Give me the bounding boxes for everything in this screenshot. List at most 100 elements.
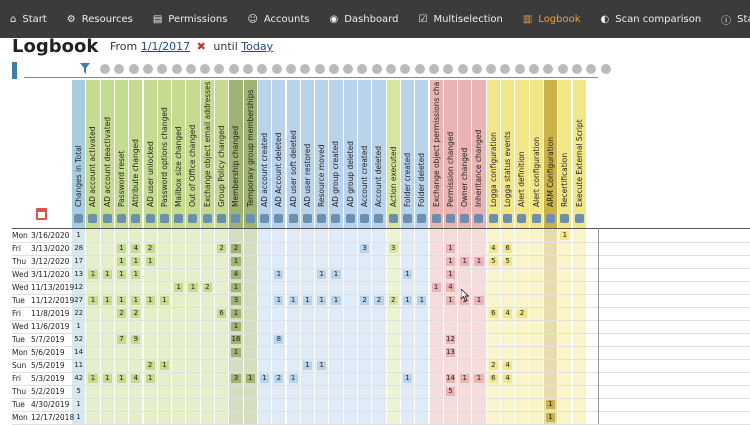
count-cell[interactable]: 1 [231,348,241,357]
column-header-label[interactable]: Alert definition [517,151,527,207]
count-cell[interactable]: 1 [231,309,241,318]
count-cell[interactable]: 1 [302,296,313,305]
column-filter-dot[interactable] [271,64,282,74]
nav-item-accounts[interactable]: ☺ Accounts [237,0,319,38]
count-cell[interactable]: 1 [445,244,456,253]
column-filter-dot[interactable] [228,64,239,74]
count-cell[interactable]: 1 [131,257,141,266]
count-cell[interactable]: 2 [517,309,527,318]
count-cell[interactable]: 1 [116,244,127,253]
count-cell[interactable]: 1 [102,296,112,305]
column-header-label[interactable]: Changes in Total [74,145,83,207]
nav-item-logbook[interactable]: ▥ Logbook [513,0,591,38]
column-header-label[interactable]: Alert configuration [531,137,541,207]
column-header-label[interactable]: AD user restored [302,143,312,207]
count-cell[interactable]: 1 [288,374,298,383]
count-cell[interactable]: 9 [131,335,141,344]
column-header-label[interactable]: Temporary group memberships [245,89,255,207]
count-cell[interactable]: 8 [274,335,284,344]
column-filter-dot[interactable] [586,64,597,74]
calendar-icon[interactable] [36,208,47,220]
column-header-label[interactable]: Mailbox size changed [174,126,184,207]
count-cell[interactable]: 2 [217,244,227,253]
total-cell[interactable]: 1 [76,400,81,408]
count-cell[interactable]: 1 [460,374,470,383]
count-cell[interactable]: 4 [503,374,513,383]
filter-icon[interactable] [80,63,90,74]
column-filter-dot[interactable] [200,64,211,74]
column-header-label[interactable]: Action executed [388,146,398,207]
count-cell[interactable]: 1 [474,257,484,266]
count-cell[interactable]: 1 [131,270,141,279]
row-date[interactable]: 11/12/2019 [31,296,75,305]
count-cell[interactable]: 1 [116,374,127,383]
column-header-label[interactable]: Password options changed [159,107,169,207]
row-date[interactable]: 12/17/2018 [31,413,75,422]
nav-item-resources[interactable]: ⚙ Resources [57,0,143,38]
count-cell[interactable]: 1 [274,270,284,279]
count-cell[interactable]: 1 [288,296,298,305]
row-date[interactable]: 4/30/2019 [31,400,70,409]
row-date[interactable]: 5/3/2019 [31,374,65,383]
column-filter-dot[interactable] [486,64,497,74]
column-header-label[interactable]: Group Policy changed [217,125,226,207]
column-header-label[interactable]: Owner changed [460,147,470,207]
count-cell[interactable]: 7 [116,335,127,344]
count-cell[interactable]: 1 [545,400,556,409]
count-cell[interactable]: 1 [474,296,484,305]
clear-date-icon[interactable]: ✖ [196,40,206,53]
column-filter-dot[interactable] [357,64,368,74]
count-cell[interactable]: 4 [131,374,141,383]
count-cell[interactable]: 12 [445,335,456,344]
count-cell[interactable]: 1 [402,296,413,305]
count-cell[interactable]: 2 [274,374,284,383]
column-header-label[interactable]: Logga status events [503,131,512,207]
count-cell[interactable]: 1 [317,270,327,279]
count-cell[interactable]: 2 [202,283,212,292]
count-cell[interactable]: 2 [145,361,155,370]
count-cell[interactable]: 1 [317,296,327,305]
column-filter-dot[interactable] [243,64,253,74]
count-cell[interactable]: 1 [317,361,327,370]
column-header-label[interactable]: AD group deleted [345,141,355,207]
nav-item-start[interactable]: ⌂ Start [0,0,57,38]
row-date[interactable]: 11/13/2019 [31,283,75,292]
count-cell[interactable]: 2 [116,309,127,318]
count-cell[interactable]: 1 [431,283,441,292]
column-header-label[interactable]: Recertification [560,152,570,207]
total-cell[interactable]: 1 [76,231,81,239]
nav-item-permissions[interactable]: ▤ Permissions [143,0,238,38]
column-filter-dot[interactable] [600,64,611,74]
count-cell[interactable]: 2 [231,244,241,253]
count-cell[interactable]: 1 [131,296,141,305]
count-cell[interactable]: 3 [231,296,241,305]
column-filter-dot[interactable] [471,64,482,74]
column-filter-dot[interactable] [128,64,139,74]
column-filter-dot[interactable] [457,64,468,74]
from-date-link[interactable]: 1/1/2017 [140,40,191,53]
count-cell[interactable]: 6 [503,244,513,253]
column-filter-dot[interactable] [557,64,568,74]
column-header-label[interactable]: AD user soft deleted [288,130,298,207]
count-cell[interactable]: 2 [131,309,141,318]
column-header-label[interactable]: AD user unlocked [145,141,155,207]
column-header-label[interactable]: Folder deleted [417,153,427,207]
total-cell[interactable]: 14 [74,348,84,356]
column-header-label[interactable]: Attribute changed [131,139,141,207]
column-filter-dot[interactable] [514,64,525,74]
count-cell[interactable]: 3 [388,244,398,253]
total-cell[interactable]: 12 [74,283,84,291]
column-header-label[interactable]: AD account activated [88,126,98,207]
count-cell[interactable]: 14 [445,374,456,383]
count-cell[interactable]: 1 [188,283,198,292]
count-cell[interactable]: 6 [488,309,498,318]
nav-item-scan-comparison[interactable]: ◐ Scan comparison [591,0,712,38]
count-cell[interactable]: 2 [360,296,370,305]
count-cell[interactable]: 3 [360,244,370,253]
count-cell[interactable]: 4 [503,309,513,318]
column-header-label[interactable]: AD account created [259,132,269,207]
count-cell[interactable]: 1 [259,374,270,383]
count-cell[interactable]: 1 [102,374,112,383]
count-cell[interactable]: 2 [374,296,384,305]
count-cell[interactable]: 1 [116,257,127,266]
